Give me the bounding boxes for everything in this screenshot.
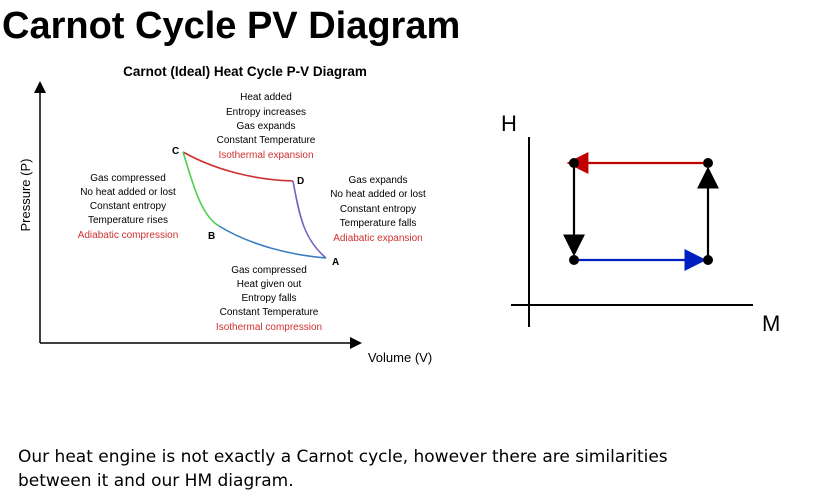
left-note-line: No heat added or lost	[80, 187, 176, 198]
top-note-line: Gas expands	[237, 121, 296, 132]
caption-line: between it and our HM diagram.	[18, 471, 294, 491]
point-b-label: B	[208, 231, 215, 242]
hm-corner-dot	[569, 158, 579, 168]
point-d-label: D	[297, 176, 304, 187]
top-note-line: Heat added	[240, 92, 292, 103]
adiabatic-compression-curve	[182, 151, 220, 227]
caption: Our heat engine is not exactly a Carnot …	[18, 445, 718, 493]
point-c-label: C	[172, 146, 179, 157]
isothermal-compression-curve	[218, 225, 327, 259]
left-note-line: Constant entropy	[90, 201, 166, 212]
bottom-note-line: Constant Temperature	[220, 307, 319, 318]
hm-diagram: H M	[501, 111, 780, 336]
pv-y-axis-label: Pressure (P)	[18, 159, 33, 232]
right-note-line: No heat added or lost	[330, 189, 426, 200]
bottom-note-line: Heat given out	[237, 279, 302, 290]
left-process-label: Adiabatic compression	[78, 230, 179, 241]
bottom-process-label: Isothermal compression	[216, 322, 322, 333]
left-note-line: Gas compressed	[90, 173, 166, 184]
right-note-line: Gas expands	[349, 175, 408, 186]
right-note-line: Constant entropy	[340, 204, 416, 215]
top-process-label: Isothermal expansion	[218, 150, 313, 161]
right-note: Gas expands No heat added or lost Consta…	[330, 175, 426, 244]
hm-corner-dot	[703, 158, 713, 168]
top-note: Heat added Entropy increases Gas expands…	[217, 92, 316, 161]
point-a-label: A	[332, 257, 339, 268]
left-note-line: Temperature rises	[88, 215, 168, 226]
bottom-note-line: Gas compressed	[231, 265, 307, 276]
slide-title: Carnot Cycle PV Diagram	[2, 5, 461, 47]
right-note-line: Temperature falls	[340, 218, 417, 229]
pv-x-axis-label: Volume (V)	[368, 350, 432, 365]
hm-y-axis-label: H	[501, 111, 517, 136]
isothermal-expansion-curve	[182, 151, 294, 182]
hm-x-axis-label: M	[762, 311, 780, 336]
top-note-line: Entropy increases	[226, 107, 306, 118]
hm-corner-dot	[569, 255, 579, 265]
left-note: Gas compressed No heat added or lost Con…	[78, 173, 179, 241]
adiabatic-expansion-curve	[292, 180, 327, 259]
hm-corner-dot	[703, 255, 713, 265]
bottom-note: Gas compressed Heat given out Entropy fa…	[216, 265, 322, 333]
pv-diagram: Carnot (Ideal) Heat Cycle P-V Diagram Pr…	[18, 64, 432, 365]
pv-title: Carnot (Ideal) Heat Cycle P-V Diagram	[123, 64, 367, 79]
caption-line: Our heat engine is not exactly a Carnot …	[18, 447, 668, 467]
bottom-note-line: Entropy falls	[241, 293, 296, 304]
right-process-label: Adiabatic expansion	[333, 233, 423, 244]
top-note-line: Constant Temperature	[217, 135, 316, 146]
